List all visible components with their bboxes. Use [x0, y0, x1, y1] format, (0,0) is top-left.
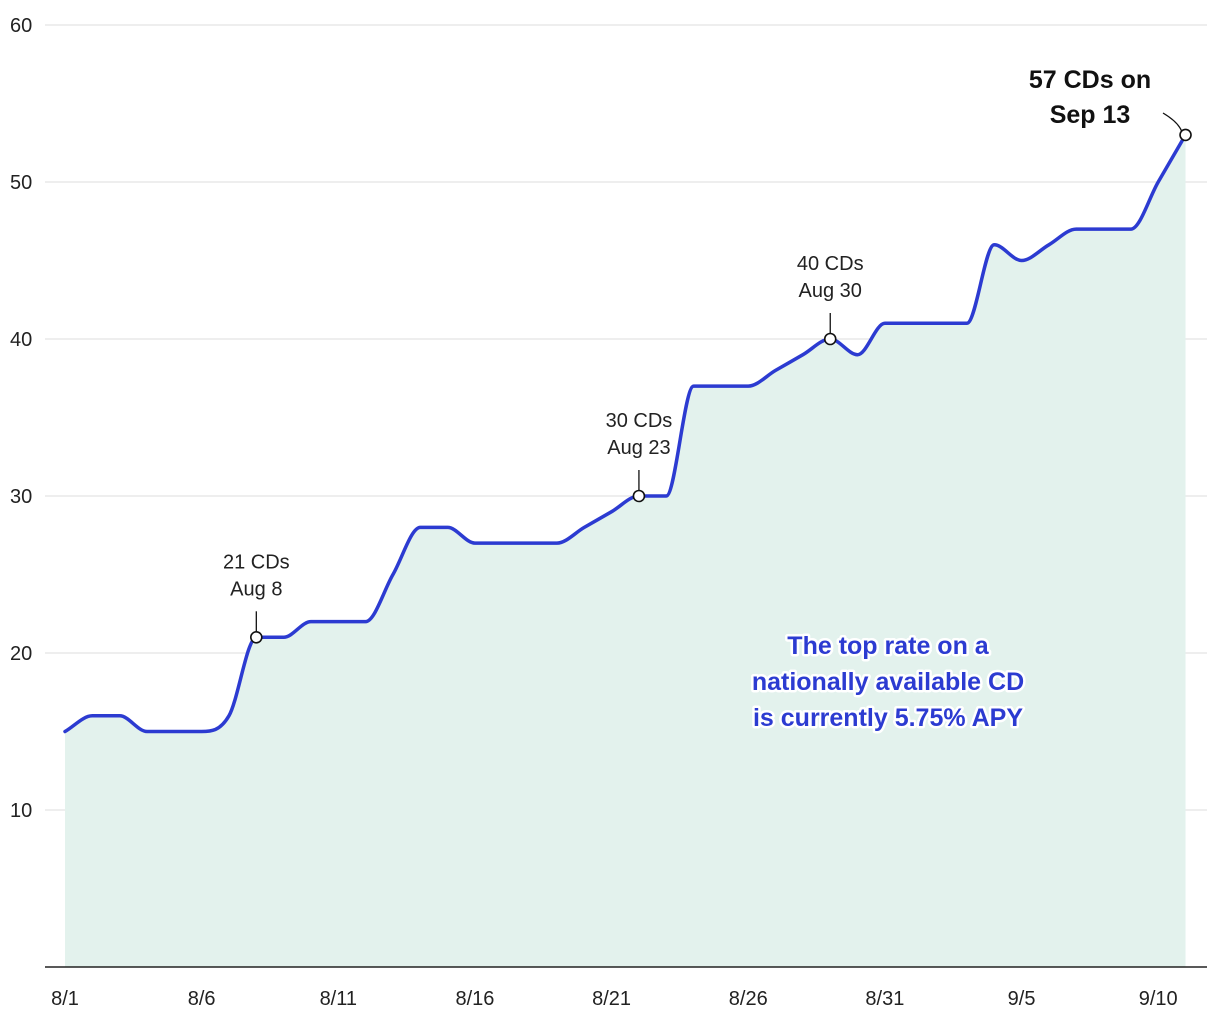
- x-tick-label: 9/5: [1008, 988, 1036, 1010]
- annotation-label-line2: Aug 8: [230, 578, 282, 600]
- annotation-label-line2: Aug 30: [799, 280, 862, 302]
- annotation-label-line2: Sep 13: [1050, 101, 1131, 129]
- y-tick-label: 20: [10, 643, 32, 665]
- annotation-marker: [823, 332, 837, 346]
- annotation-label-line1: 57 CDs on: [1029, 66, 1151, 94]
- annotation-leader-line: [1162, 112, 1183, 132]
- x-tick-label: 8/6: [188, 988, 216, 1010]
- area-fill-layer: [65, 134, 1186, 967]
- x-tick-label: 8/26: [729, 988, 768, 1010]
- y-tick-label: 60: [10, 15, 32, 37]
- annotations: 21 CDs Aug 8 30 CDs Aug 23 40 CDs Aug 30 57 CD…: [223, 66, 1192, 644]
- x-tick-label: 8/31: [865, 988, 904, 1010]
- x-tick-label: 8/1: [51, 988, 79, 1010]
- annotation-label-line1: 30 CDs: [606, 410, 673, 432]
- callout: The top rate on a nationally available CD…: [749, 630, 1026, 735]
- annotation-marker: [1179, 128, 1192, 142]
- y-tick-label: 30: [10, 486, 32, 508]
- callout-text-line: is currently 5.75% APY: [753, 704, 1023, 732]
- axes: 10 20 30 40 50 60 8/1 8/6 8/11 8/16 8/21 8/26 8/31 9/…: [10, 15, 1207, 1010]
- x-tick-label: 8/21: [592, 988, 631, 1010]
- callout-text-line: nationally available CD: [752, 668, 1024, 696]
- annotation-label-line1: 40 CDs: [797, 253, 864, 275]
- y-tick-label: 50: [10, 172, 32, 194]
- series-area-fill: [65, 134, 1186, 967]
- annotation-label-line1: 21 CDs: [223, 551, 290, 573]
- annotation-marker: [250, 630, 263, 644]
- annotation-label-line2: Aug 23: [607, 437, 670, 459]
- callout-text-line: The top rate on a: [787, 632, 990, 660]
- y-tick-label: 40: [10, 329, 32, 351]
- y-tick-label: 10: [10, 800, 32, 822]
- annotation-marker: [632, 489, 646, 503]
- x-tick-label: 8/11: [320, 988, 357, 1010]
- x-tick-label: 9/10: [1139, 988, 1178, 1010]
- x-tick-label: 8/16: [455, 988, 494, 1010]
